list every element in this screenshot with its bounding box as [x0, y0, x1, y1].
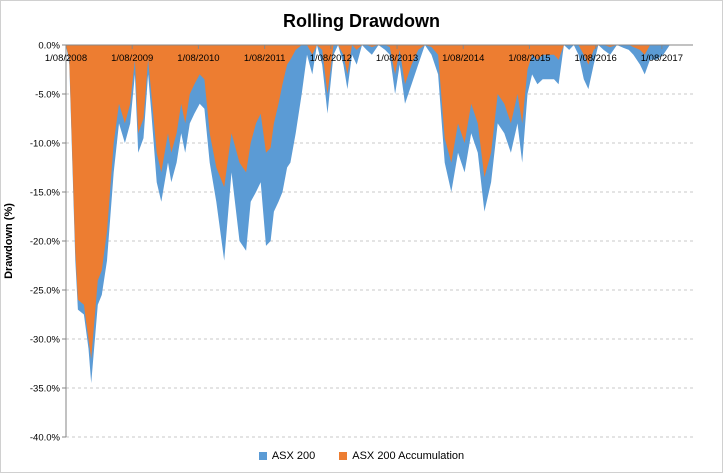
- x-tick-label: 1/08/2017: [641, 53, 683, 64]
- legend-swatch-asx200: [258, 452, 267, 460]
- x-tick-label: 1/08/2009: [111, 53, 153, 64]
- x-tick-label: 1/08/2008: [45, 53, 87, 64]
- legend: ASX 200 ASX 200 Accumulation: [1, 450, 722, 462]
- y-tick-label: 0.0%: [38, 41, 60, 52]
- series-area-1: [66, 45, 692, 359]
- x-tick-label: 1/08/2011: [244, 53, 286, 64]
- y-tick-label: -10.0%: [30, 139, 61, 150]
- x-tick-label: 1/08/2012: [310, 53, 352, 64]
- legend-label-asx200: ASX 200: [271, 450, 316, 462]
- x-tick-label: 1/08/2015: [508, 53, 550, 64]
- y-tick-label: -20.0%: [30, 237, 61, 248]
- y-tick-label: -35.0%: [30, 384, 61, 395]
- y-tick-label: -15.0%: [30, 188, 61, 199]
- y-tick-label: -40.0%: [30, 433, 61, 444]
- y-tick-label: -30.0%: [30, 335, 61, 346]
- legend-item-asx200: ASX 200: [258, 450, 316, 462]
- x-tick-label: 1/08/2010: [177, 53, 219, 64]
- x-tick-label: 1/08/2013: [376, 53, 418, 64]
- y-tick-label: -5.0%: [35, 90, 60, 101]
- x-tick-label: 1/08/2014: [442, 53, 484, 64]
- legend-swatch-accumulation: [339, 452, 348, 460]
- legend-label-accumulation: ASX 200 Accumulation: [352, 450, 465, 462]
- chart-title: Rolling Drawdown: [283, 11, 440, 31]
- legend-item-accumulation: ASX 200 Accumulation: [339, 450, 464, 462]
- y-tick-label: -25.0%: [30, 286, 61, 297]
- x-tick-label: 1/08/2016: [575, 53, 617, 64]
